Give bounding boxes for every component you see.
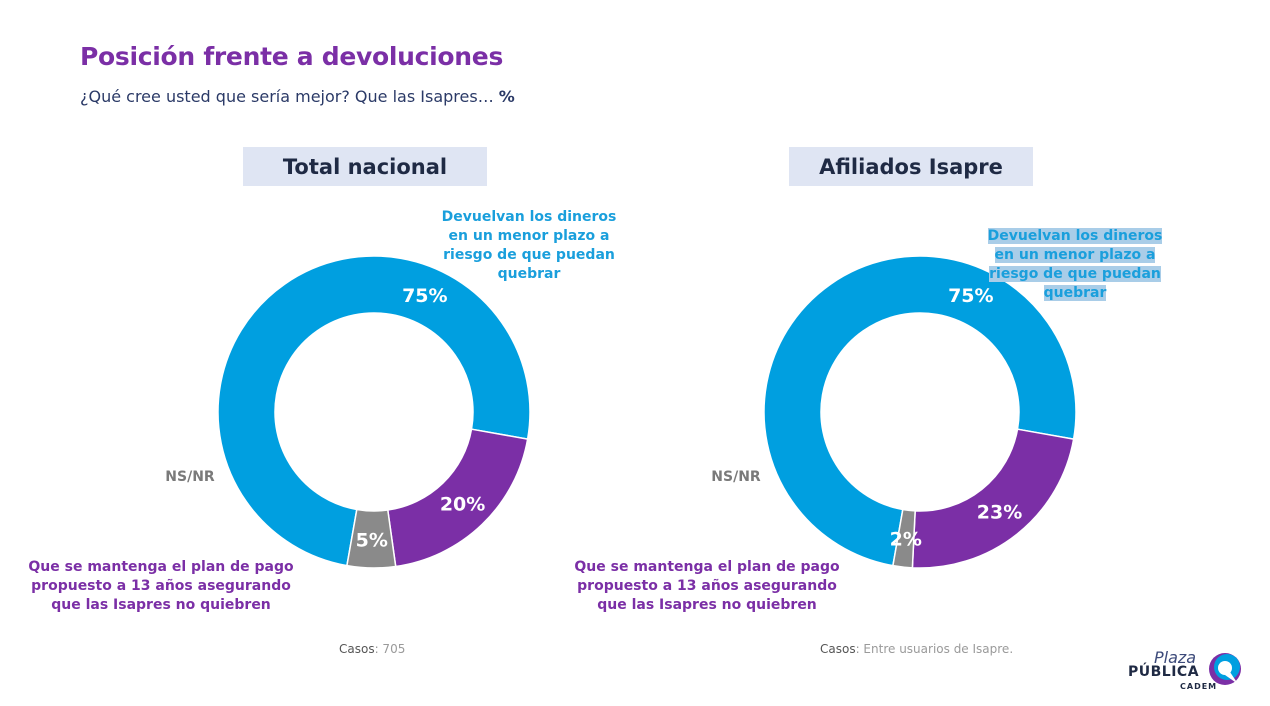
slice-mantenga xyxy=(912,429,1073,568)
cadem-logo-icon xyxy=(1206,650,1244,688)
legend-label-nsnr-isapre: NS/NR xyxy=(696,468,776,487)
logo-publica-text: PÚBLICA xyxy=(1128,664,1199,680)
cases-label: Casos xyxy=(820,642,856,656)
cases-label: Casos xyxy=(339,642,375,656)
plaza-publica-logo: Plaza PÚBLICA CADEM xyxy=(1128,648,1248,696)
legend-label-devuelvan-isapre-text: Devuelvan los dineros en un menor plazo … xyxy=(988,228,1163,301)
legend-label-mantenga-isapre: Que se mantenga el plan de pago propuest… xyxy=(572,558,842,615)
cases-note-isapre: Casos: Entre usuarios de Isapre. xyxy=(820,642,1013,656)
value-label-mantenga: 23% xyxy=(977,502,1022,524)
cases-note-total: Casos: 705 xyxy=(339,642,405,656)
legend-label-devuelvan-isapre: Devuelvan los dineros en un menor plazo … xyxy=(978,208,1172,303)
cases-value: : Entre usuarios de Isapre. xyxy=(856,642,1014,656)
legend-label-mantenga-total: Que se mantenga el plan de pago propuest… xyxy=(26,558,296,615)
legend-label-nsnr-total: NS/NR xyxy=(150,468,230,487)
cases-value: : 705 xyxy=(375,642,406,656)
legend-label-devuelvan-total: Devuelvan los dineros en un menor plazo … xyxy=(432,208,626,284)
value-label-nsnr: 2% xyxy=(890,529,922,551)
